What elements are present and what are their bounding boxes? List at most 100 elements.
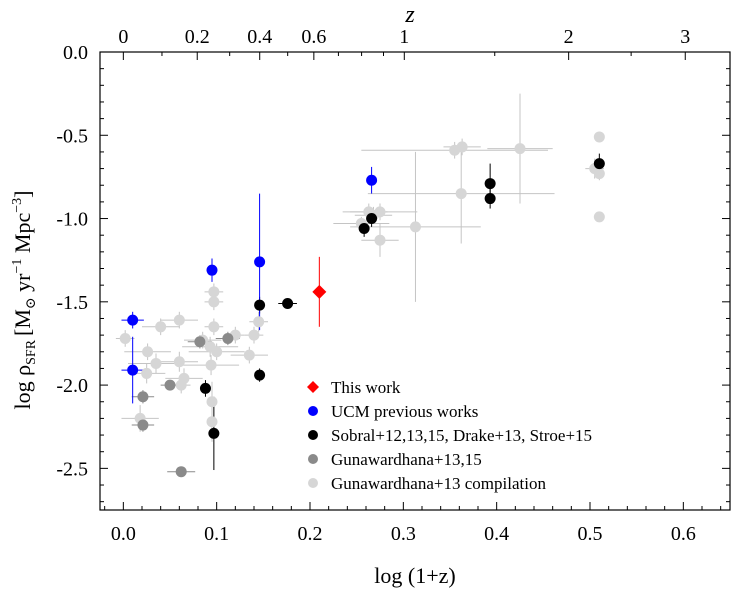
point-gunawardhana-13-compilation [208,321,220,333]
y-label-open: [M [10,309,35,336]
axes-layer: 0.0 0.1 0.2 0.3 0.4 0.5 0.6 0.0 -0.5 -1.0 -1.5 -2.0… [56,26,731,545]
y-tick-label: -2.5 [56,458,88,480]
point-gunawardhana-13-compilation [374,206,386,218]
legend-item: Sobral+12,13,15, Drake+13, Stroe+15 [308,426,592,445]
point-sobral-12-13-15-drake-13-stroe-15 [282,297,294,309]
point-ucm-previous-works [206,264,218,276]
y-label-sun: ⊙ [24,297,39,309]
y-label-yr: yr [10,273,35,298]
point-gunawardhana-13-compilation [374,234,386,246]
point-gunawardhana-13-compilation [173,356,185,368]
x-axis-label: log (1+z) [374,563,455,588]
legend-item: UCM previous works [308,402,478,421]
top-axis-label: z [404,2,415,28]
y-label-main: log ρ [10,365,35,410]
z-tick-label: 3 [680,26,690,48]
point-gunawardhana-13-compilation [409,221,421,233]
point-gunawardhana-13-compilation [208,286,220,298]
y-label-sub: SFR [24,339,39,365]
z-tick-label: 2 [564,26,574,48]
legend-label: This work [331,378,401,397]
y-tick-label: -2.0 [56,375,88,397]
point-gunawardhana-13-compilation [248,329,260,341]
point-gunawardhana-13-compilation [593,131,605,143]
point-sobral-12-13-15-drake-13-stroe-15 [208,427,220,439]
plot-frame [99,51,731,511]
point-gunawardhana-13-compilation [141,367,153,379]
z-tick-label: 1 [399,26,409,48]
z-tick-label: 0.4 [247,26,272,48]
legend-item: Gunawardhana+13 compilation [308,474,546,493]
point-gunawardhana-13-compilation [456,141,468,153]
point-gunawardhana-13-15 [194,336,206,348]
point-gunawardhana-13-compilation [150,357,162,369]
z-tick-label: 0 [118,26,128,48]
x-tick-label: 0.5 [578,523,603,545]
x-tick-label: 0.1 [204,523,229,545]
point-this-work [312,284,327,299]
legend-marker [308,406,318,416]
point-gunawardhana-13-compilation [206,396,218,408]
legend-label: Gunawardhana+13 compilation [331,474,546,493]
point-ucm-previous-works [366,174,378,186]
point-gunawardhana-13-compilation [253,316,265,328]
point-gunawardhana-13-compilation [206,416,218,428]
x-tick-label: 0.0 [111,523,136,545]
legend-marker [308,430,318,440]
x-tick-label: 0.2 [298,523,323,545]
point-gunawardhana-13-compilation [243,349,255,361]
point-gunawardhana-13-compilation [593,168,605,180]
y-label-exp2: −3 [10,198,25,213]
legend-marker [308,478,318,488]
legend-marker [308,454,318,464]
y-label-close: ] [10,191,35,198]
point-gunawardhana-13-15 [222,332,234,344]
legend-label: Gunawardhana+13,15 [331,450,482,469]
point-sobral-12-13-15-drake-13-stroe-15 [254,369,266,381]
legend-item: Gunawardhana+13,15 [308,450,482,469]
point-sobral-12-13-15-drake-13-stroe-15 [484,178,496,190]
point-gunawardhana-13-compilation [142,346,154,358]
point-gunawardhana-13-15 [137,419,149,431]
x-tick-label: 0.3 [391,523,416,545]
y-tick-label: -1.0 [56,209,88,231]
point-gunawardhana-13-compilation [208,296,220,308]
y-label-exp1: −1 [10,259,25,274]
data-points-layer [119,131,605,478]
legend-label: Sobral+12,13,15, Drake+13, Stroe+15 [331,426,592,445]
legend-label: UCM previous works [331,402,478,421]
y-tick-label: 0.0 [63,42,88,64]
point-gunawardhana-13-compilation [173,314,185,326]
legend: This work UCM previous works Sobral+12,13,… [307,378,592,493]
point-gunawardhana-13-compilation [211,346,223,358]
y-tick-label: -0.5 [56,125,88,147]
y-axis-label: log ρSFR [M⊙ yr−1 Mpc−3] [10,191,39,410]
point-ucm-previous-works [254,256,266,268]
point-sobral-12-13-15-drake-13-stroe-15 [254,299,266,311]
y-label-mpc: Mpc [10,213,35,259]
point-gunawardhana-13-compilation [155,321,167,333]
point-gunawardhana-13-15 [137,391,149,403]
point-sobral-12-13-15-drake-13-stroe-15 [593,158,605,170]
point-gunawardhana-13-compilation [593,211,605,223]
x-tick-label: 0.6 [671,523,696,545]
z-tick-label: 0.2 [185,26,210,48]
z-tick-label: 0.6 [301,26,326,48]
point-gunawardhana-13-compilation [205,359,217,371]
legend-marker [307,381,319,393]
y-tick-label: -1.5 [56,292,88,314]
point-ucm-previous-works [127,364,139,376]
point-sobral-12-13-15-drake-13-stroe-15 [358,223,370,235]
point-gunawardhana-13-compilation [175,379,187,391]
point-gunawardhana-13-15 [175,466,187,478]
point-sobral-12-13-15-drake-13-stroe-15 [484,193,496,205]
point-gunawardhana-13-15 [164,379,176,391]
point-gunawardhana-13-compilation [119,332,131,344]
point-gunawardhana-13-compilation [514,143,526,155]
x-tick-label: 0.4 [484,523,509,545]
point-gunawardhana-13-compilation [455,188,467,200]
svg-text:log ρSFR[M⊙ yr−1 Mpc−3]: log ρSFR [M⊙ yr−1 Mpc−3] [10,191,39,410]
point-sobral-12-13-15-drake-13-stroe-15 [366,213,378,225]
point-ucm-previous-works [127,314,139,326]
